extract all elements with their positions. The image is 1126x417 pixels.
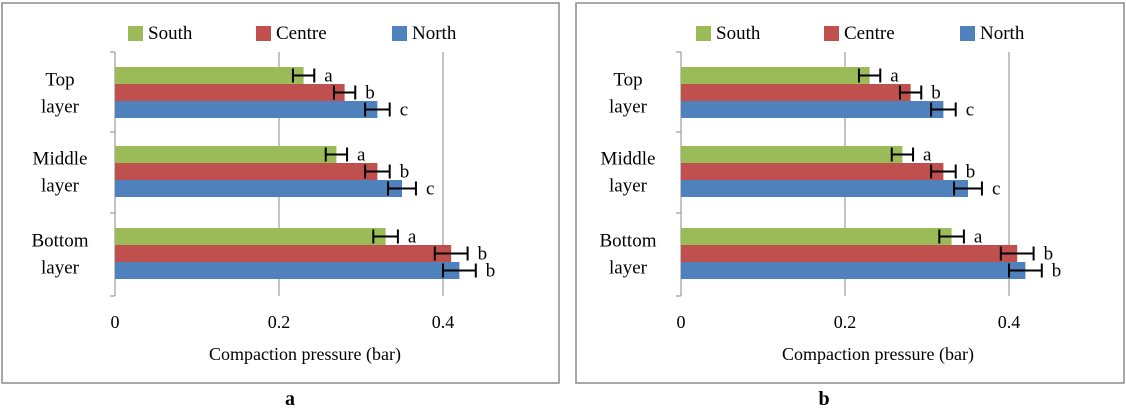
bar-south — [681, 146, 903, 163]
x-axis-title: Compaction pressure (bar) — [209, 344, 401, 365]
panel-label: a — [285, 388, 295, 410]
bar-north — [115, 101, 378, 118]
category-label: layer — [41, 258, 80, 279]
legend-label: North — [412, 23, 457, 44]
x-tick-label: 0.2 — [834, 312, 857, 332]
chart-b-svg: 0 0.2 0.4 Compaction pressure (bar) Top layer… — [575, 2, 1125, 410]
category-label: layer — [609, 176, 648, 197]
significance-letter: b — [966, 162, 976, 183]
significance-letter: a — [974, 227, 983, 248]
chart-panel-b: 0 0.2 0.4 Compaction pressure (bar) Top layer… — [566, 0, 1126, 417]
bar-south — [681, 228, 952, 245]
category-label: layer — [41, 176, 80, 197]
bar-north — [681, 101, 944, 118]
bar-south — [115, 228, 386, 245]
x-axis-title: Compaction pressure (bar) — [782, 344, 974, 365]
significance-letter: b — [400, 162, 410, 183]
bar-north — [681, 262, 1026, 279]
legend-swatch — [960, 26, 975, 41]
category-label: layer — [609, 258, 648, 279]
category-label: Middle — [601, 149, 656, 170]
legend-label: North — [980, 23, 1025, 44]
significance-letter: b — [478, 244, 488, 265]
legend-swatch — [824, 26, 839, 41]
x-tick-label: 0.4 — [998, 312, 1021, 332]
legend-label: South — [716, 23, 761, 44]
legend-swatch — [392, 26, 407, 41]
chart-panel-a: 0 0.2 0.4 Compaction pressure (bar) Top layer… — [0, 0, 562, 417]
x-tick-label: 0.2 — [268, 312, 291, 332]
bar-centre — [115, 245, 452, 262]
category-label: layer — [41, 97, 80, 118]
legend-swatch — [696, 26, 711, 41]
significance-letter: c — [426, 179, 434, 200]
bar-centre — [681, 245, 1018, 262]
bar-centre — [115, 163, 378, 180]
bar-centre — [115, 84, 345, 101]
significance-letter: a — [890, 66, 899, 87]
chart-a-svg: 0 0.2 0.4 Compaction pressure (bar) Top layer… — [1, 2, 560, 410]
significance-letter: a — [357, 145, 366, 166]
category-label: Bottom — [31, 231, 88, 252]
significance-letter: b — [365, 83, 375, 104]
category-label: Top — [45, 70, 74, 91]
x-tick-label: 0 — [111, 312, 120, 332]
category-label: Middle — [33, 149, 88, 170]
bar-south — [681, 67, 870, 84]
legend-swatch — [256, 26, 271, 41]
significance-letter: c — [966, 100, 974, 121]
significance-letter: c — [400, 100, 408, 121]
legend-label: South — [148, 23, 193, 44]
x-tick-label: 0 — [677, 312, 686, 332]
significance-letter: b — [1052, 261, 1062, 282]
category-label: Top — [613, 70, 642, 91]
significance-letter: a — [923, 145, 932, 166]
category-label: layer — [609, 97, 648, 118]
significance-letter: b — [931, 83, 941, 104]
category-label: Bottom — [599, 231, 656, 252]
bar-north — [115, 180, 402, 197]
x-tick-label: 0.4 — [432, 312, 455, 332]
bar-north — [115, 262, 460, 279]
bar-south — [115, 67, 304, 84]
significance-letter: c — [992, 179, 1000, 200]
bar-north — [681, 180, 968, 197]
legend-label: Centre — [276, 23, 327, 44]
bar-centre — [681, 84, 911, 101]
significance-letter: b — [1044, 244, 1054, 265]
significance-letter: a — [408, 227, 417, 248]
legend-label: Centre — [844, 23, 895, 44]
significance-letter: a — [324, 66, 333, 87]
bar-centre — [681, 163, 944, 180]
bar-south — [115, 146, 337, 163]
significance-letter: b — [486, 261, 496, 282]
legend-swatch — [128, 26, 143, 41]
panel-label: b — [818, 388, 829, 410]
